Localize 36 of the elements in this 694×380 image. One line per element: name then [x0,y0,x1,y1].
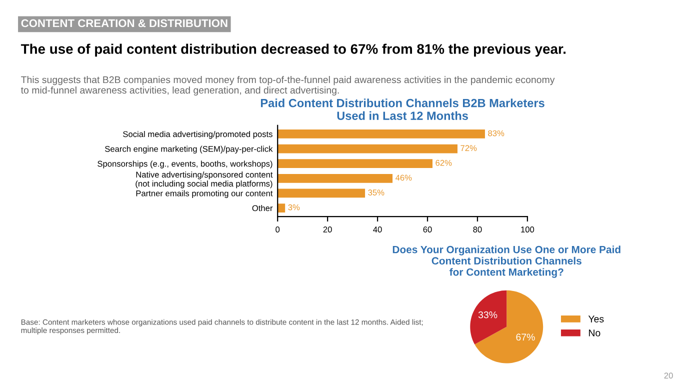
data-label: 83% [488,130,504,136]
bar [278,188,366,198]
x-tick-label: 60 [423,226,432,232]
chart-title: Does Your Organization Use One or More Paid Content Distribution Channels for Content Marketing? [392,246,620,278]
bar [278,144,458,154]
text: CONTENT CREATION & DISTRIBUTION [21,19,228,28]
chart-title: Paid Content Distribution Channels B2B Marketers Used in Last 12 Months [260,98,544,120]
data-label: 46% [395,174,412,181]
bar [278,130,485,138]
y-tick-label: Sponsorships (e.g., events, booths, workshops) [98,160,272,168]
pie-slice [470,290,507,344]
y-tick-label: Search engine marketing (SEM)/pay-per-click [105,146,273,154]
text: 20 [664,372,673,379]
data-label: 33% [478,311,498,318]
data-label: 67% [516,334,535,341]
data-label: 72% [460,145,477,151]
bar [278,204,286,212]
y-tick-label: Partner emails promoting our content [136,190,273,198]
x-tick-label: 20 [323,226,332,232]
text: The use of paid content distribution decreased to 67% from 81% the previous year. [20,44,566,57]
data-label: 35% [368,190,384,196]
y-tick-label: Social media advertising/promoted posts [123,130,272,139]
x-tick-label: 0 [276,226,280,232]
data-label: 3% [288,204,300,210]
legend-label: No [588,330,600,336]
legend-label: Yes [588,316,604,322]
pie-slice [474,290,544,364]
y-tick-label: Other [252,204,273,212]
text: This suggests that B2B companies moved money from top-of-the-funnel paid awareness activities in the pandemic economy to mid-funnel awareness activities, lead generation, and direct advertising. [20,76,555,96]
y-tick-label: Native advertising/sponsored content (not including social media platforms) [136,172,273,188]
x-tick-label: 80 [473,226,482,232]
x-tick-label: 100 [521,226,534,232]
data-label: 62% [436,160,452,166]
bar [278,174,393,183]
bar [278,159,432,168]
x-tick-label: 40 [373,226,382,232]
